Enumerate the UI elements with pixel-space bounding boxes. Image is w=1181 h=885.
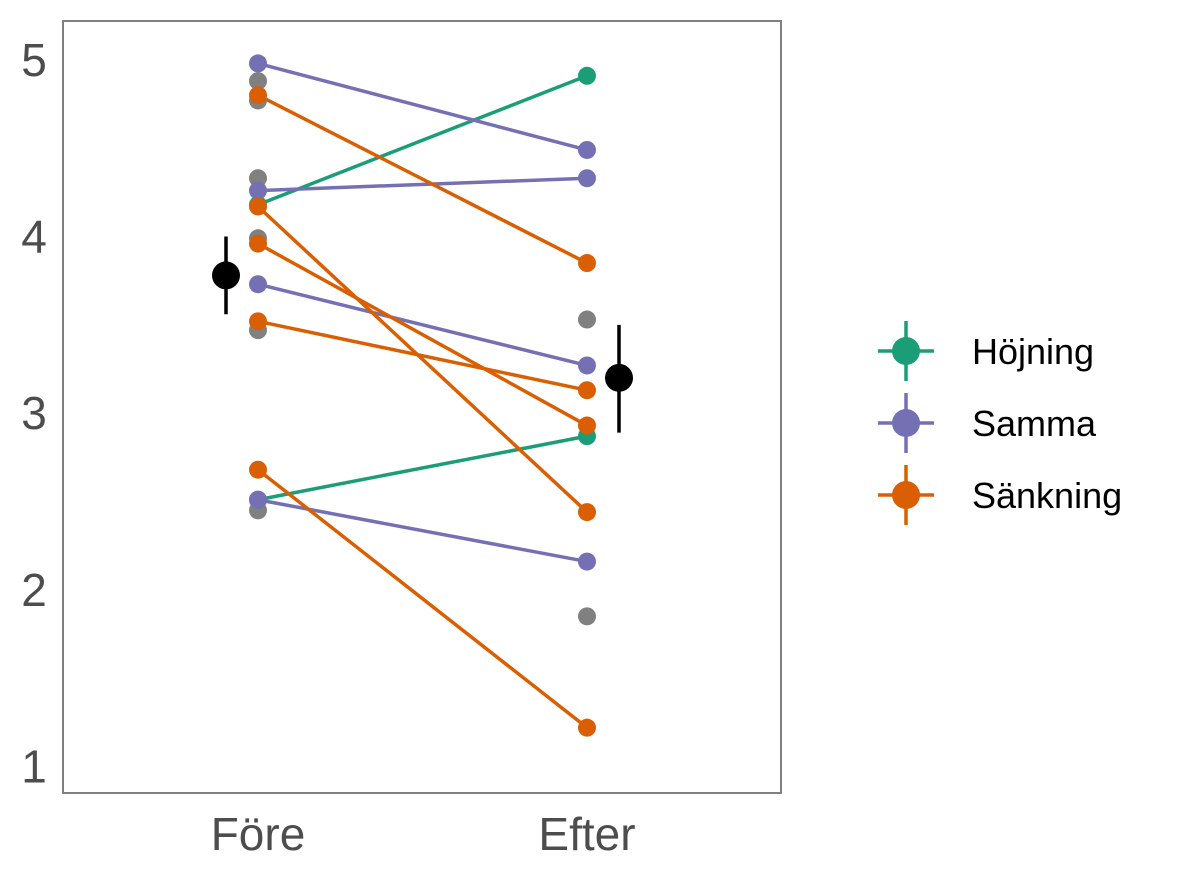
pair-points <box>249 54 596 737</box>
pair-point-before <box>249 197 267 216</box>
pair-point-before <box>249 275 267 294</box>
legend-item: Samma <box>878 393 1097 453</box>
pair-lines <box>256 61 589 730</box>
pair-point-before <box>249 490 267 509</box>
mean-point <box>605 363 633 392</box>
mean-markers <box>212 236 633 433</box>
pair-point-before <box>249 234 267 253</box>
pair-point-before <box>249 460 267 479</box>
legend-key-point <box>892 337 920 365</box>
unpaired-point <box>249 169 267 188</box>
legend-key-point <box>892 481 920 509</box>
y-tick-label: 5 <box>21 34 47 86</box>
pair-point-after <box>578 169 596 188</box>
pair-line <box>256 205 589 514</box>
pair-line <box>257 498 588 564</box>
y-axis: 1 2 3 4 5 <box>21 34 47 793</box>
legend-key-point <box>892 409 920 437</box>
y-tick-label: 1 <box>21 741 47 793</box>
x-axis: Före Efter <box>211 808 636 860</box>
pair-point-before <box>249 54 267 73</box>
pair-line <box>257 434 588 502</box>
pair-line <box>257 242 588 428</box>
pair-line <box>256 468 589 730</box>
pair-point-after <box>578 356 596 375</box>
x-tick-label: Före <box>211 808 306 860</box>
pair-point-after <box>578 254 596 273</box>
mean-point <box>212 261 240 290</box>
pair-line <box>257 282 588 368</box>
plot-frame <box>62 20 782 794</box>
legend-label: Höjning <box>972 331 1094 372</box>
y-tick-label: 2 <box>21 564 47 616</box>
legend: Höjning Samma Sänkning <box>878 321 1122 525</box>
unpaired-point <box>249 72 267 91</box>
y-tick-label: 4 <box>21 211 47 263</box>
pair-line <box>257 319 588 392</box>
unpaired-point <box>578 607 596 626</box>
pair-point-after <box>578 552 596 571</box>
pair-point-after <box>578 140 596 159</box>
pair-line <box>257 93 588 265</box>
legend-label: Samma <box>972 403 1097 444</box>
pair-point-before <box>249 181 267 200</box>
pair-point-after <box>578 381 596 400</box>
pair-point-after <box>578 66 596 85</box>
legend-item: Sänkning <box>878 465 1122 525</box>
unpaired-points <box>249 72 596 626</box>
unpaired-point <box>578 310 596 329</box>
pair-point-before <box>249 312 267 331</box>
pair-point-after <box>578 718 596 737</box>
legend-item: Höjning <box>878 321 1094 381</box>
pair-point-before <box>249 86 267 105</box>
legend-label: Sänkning <box>972 475 1122 516</box>
y-tick-label: 3 <box>21 387 47 439</box>
pair-line <box>257 61 588 152</box>
pair-line <box>257 176 588 193</box>
pair-point-after <box>578 503 596 522</box>
pair-line <box>257 74 588 207</box>
x-tick-label: Efter <box>538 808 635 860</box>
pair-point-after <box>578 416 596 435</box>
